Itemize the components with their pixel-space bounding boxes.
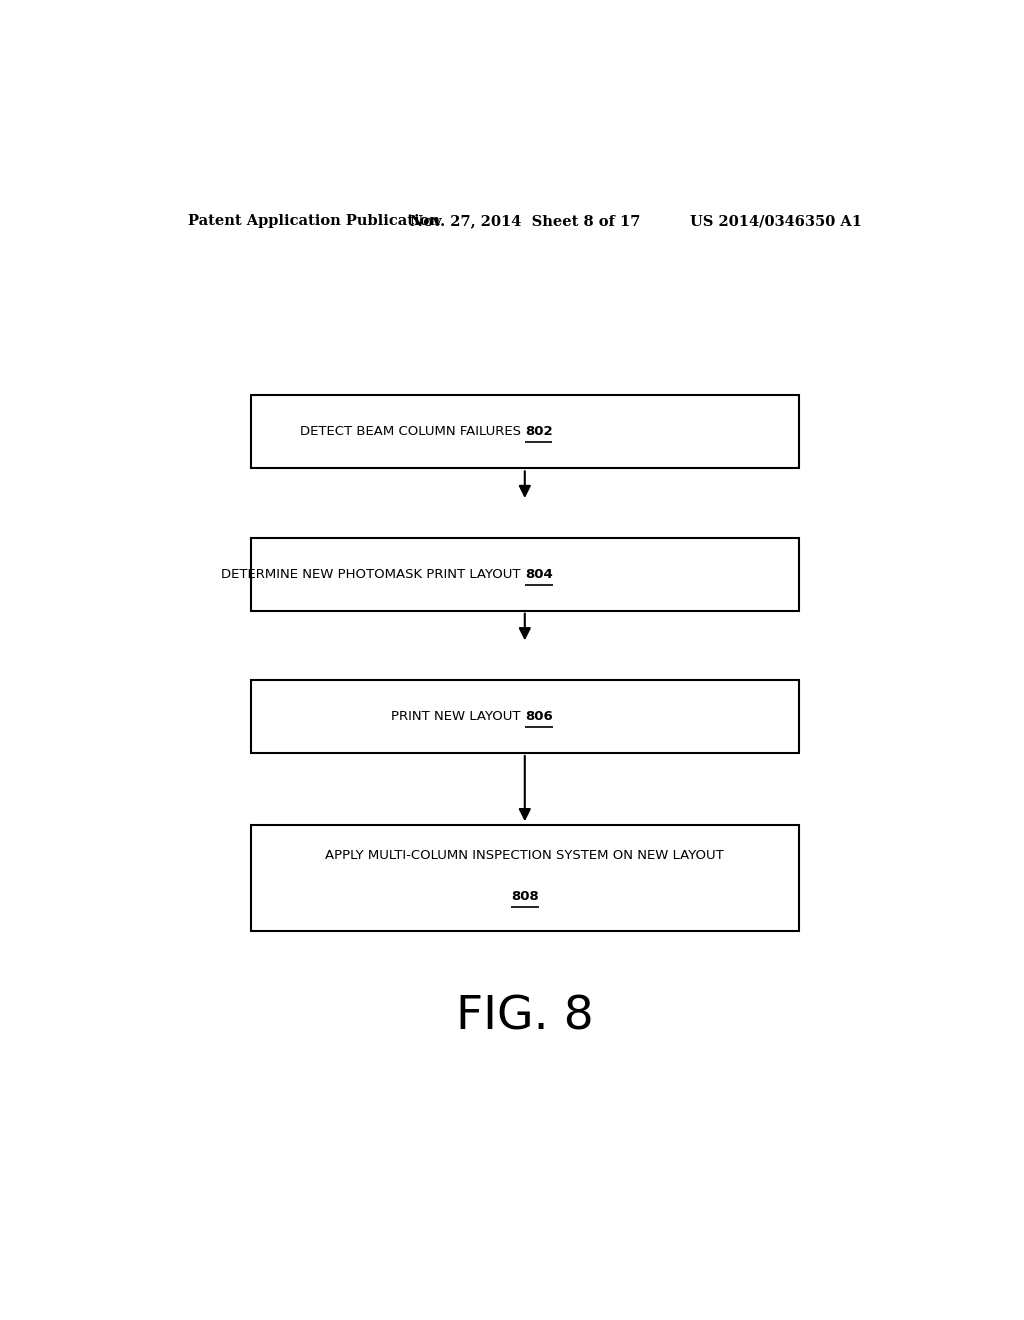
- FancyBboxPatch shape: [251, 680, 799, 752]
- Text: DETERMINE NEW PHOTOMASK PRINT LAYOUT: DETERMINE NEW PHOTOMASK PRINT LAYOUT: [221, 568, 524, 581]
- Text: 806: 806: [524, 710, 553, 723]
- Text: APPLY MULTI-COLUMN INSPECTION SYSTEM ON NEW LAYOUT: APPLY MULTI-COLUMN INSPECTION SYSTEM ON …: [326, 849, 724, 862]
- Text: Patent Application Publication: Patent Application Publication: [187, 214, 439, 228]
- Text: 808: 808: [511, 890, 539, 903]
- Text: US 2014/0346350 A1: US 2014/0346350 A1: [690, 214, 862, 228]
- Text: 802: 802: [524, 425, 552, 438]
- FancyBboxPatch shape: [251, 395, 799, 469]
- Text: DETECT BEAM COLUMN FAILURES: DETECT BEAM COLUMN FAILURES: [300, 425, 524, 438]
- FancyBboxPatch shape: [251, 825, 799, 932]
- FancyBboxPatch shape: [251, 537, 799, 611]
- Text: 804: 804: [524, 568, 553, 581]
- Text: PRINT NEW LAYOUT: PRINT NEW LAYOUT: [391, 710, 524, 723]
- Text: Nov. 27, 2014  Sheet 8 of 17: Nov. 27, 2014 Sheet 8 of 17: [410, 214, 640, 228]
- Text: FIG. 8: FIG. 8: [456, 995, 594, 1040]
